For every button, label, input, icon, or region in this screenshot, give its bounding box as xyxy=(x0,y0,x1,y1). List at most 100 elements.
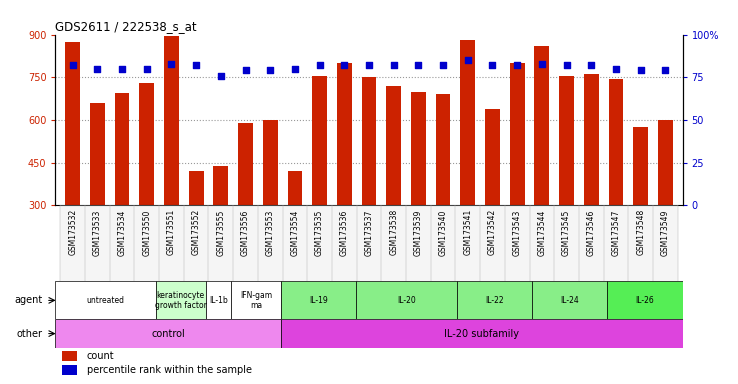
Point xyxy=(190,62,202,68)
Point xyxy=(66,62,78,68)
Bar xyxy=(281,319,683,348)
Bar xyxy=(435,94,450,205)
Bar xyxy=(658,120,673,205)
Bar xyxy=(510,63,525,205)
Bar xyxy=(386,86,401,205)
Bar xyxy=(505,205,530,281)
Text: GSM173553: GSM173553 xyxy=(266,209,275,256)
Point xyxy=(387,62,399,68)
Text: GSM173549: GSM173549 xyxy=(661,209,670,256)
Bar xyxy=(134,205,159,281)
Point xyxy=(141,66,153,72)
Bar xyxy=(633,127,648,205)
Bar xyxy=(532,281,607,319)
Bar xyxy=(559,76,574,205)
Text: GSM173532: GSM173532 xyxy=(68,209,77,255)
Text: keratinocyte
growth factor: keratinocyte growth factor xyxy=(155,291,207,310)
Bar xyxy=(62,365,77,375)
Bar xyxy=(332,205,356,281)
Bar xyxy=(554,205,579,281)
Bar xyxy=(283,205,307,281)
Bar xyxy=(455,205,480,281)
Bar xyxy=(628,205,653,281)
Bar xyxy=(55,281,156,319)
Text: IFN-gam
ma: IFN-gam ma xyxy=(240,291,272,310)
Point xyxy=(240,67,252,73)
Bar xyxy=(233,205,258,281)
Bar xyxy=(382,205,406,281)
Bar xyxy=(411,91,426,205)
Text: IL-1b: IL-1b xyxy=(209,296,228,305)
Text: GSM173556: GSM173556 xyxy=(241,209,250,256)
Bar xyxy=(189,171,204,205)
Text: GSM173533: GSM173533 xyxy=(93,209,102,256)
Bar xyxy=(579,205,604,281)
Point xyxy=(413,62,424,68)
Point xyxy=(314,62,325,68)
Bar xyxy=(406,205,431,281)
Point xyxy=(215,73,227,79)
Bar xyxy=(184,205,208,281)
Bar xyxy=(480,205,505,281)
Text: GSM173551: GSM173551 xyxy=(167,209,176,255)
Bar xyxy=(431,205,455,281)
Point xyxy=(462,57,474,63)
Bar xyxy=(362,77,376,205)
Point xyxy=(486,62,498,68)
Text: GSM173536: GSM173536 xyxy=(339,209,349,256)
Bar xyxy=(356,205,382,281)
Point xyxy=(165,61,177,67)
Bar xyxy=(213,166,228,205)
Point xyxy=(511,62,523,68)
Bar xyxy=(584,74,599,205)
Text: GSM173535: GSM173535 xyxy=(315,209,324,256)
Text: GSM173534: GSM173534 xyxy=(117,209,126,256)
Text: other: other xyxy=(17,329,43,339)
Point xyxy=(610,66,622,72)
Bar xyxy=(238,123,253,205)
Bar xyxy=(263,120,277,205)
Bar xyxy=(110,205,134,281)
Bar xyxy=(534,46,549,205)
Point xyxy=(264,67,276,73)
Text: GSM173542: GSM173542 xyxy=(488,209,497,255)
Bar xyxy=(206,281,231,319)
Text: GSM173538: GSM173538 xyxy=(389,209,399,255)
Point xyxy=(92,66,103,72)
Bar xyxy=(164,36,179,205)
Text: IL-19: IL-19 xyxy=(309,296,328,305)
Bar xyxy=(55,319,281,348)
Text: GSM173555: GSM173555 xyxy=(216,209,225,256)
Bar xyxy=(485,109,500,205)
Bar xyxy=(159,205,184,281)
Bar xyxy=(461,40,475,205)
Text: GSM173547: GSM173547 xyxy=(612,209,621,256)
Point xyxy=(363,62,375,68)
Bar xyxy=(609,79,624,205)
Bar xyxy=(281,281,356,319)
Bar xyxy=(139,83,154,205)
Point xyxy=(536,61,548,67)
Point xyxy=(660,67,672,73)
Text: GSM173541: GSM173541 xyxy=(463,209,472,255)
Text: agent: agent xyxy=(15,295,43,305)
Text: IL-24: IL-24 xyxy=(560,296,579,305)
Text: GSM173539: GSM173539 xyxy=(414,209,423,256)
Text: GSM173550: GSM173550 xyxy=(142,209,151,256)
Point xyxy=(289,66,301,72)
Text: IL-20: IL-20 xyxy=(397,296,416,305)
Bar xyxy=(457,281,532,319)
Text: GSM173552: GSM173552 xyxy=(192,209,201,255)
Point xyxy=(561,62,573,68)
Text: IL-26: IL-26 xyxy=(635,296,655,305)
Bar xyxy=(307,205,332,281)
Bar xyxy=(337,63,352,205)
Bar xyxy=(288,171,303,205)
Bar xyxy=(65,42,80,205)
Bar xyxy=(653,205,677,281)
Bar xyxy=(604,205,628,281)
Text: untreated: untreated xyxy=(86,296,125,305)
Point xyxy=(585,62,597,68)
Bar xyxy=(156,281,206,319)
Text: count: count xyxy=(87,351,114,361)
